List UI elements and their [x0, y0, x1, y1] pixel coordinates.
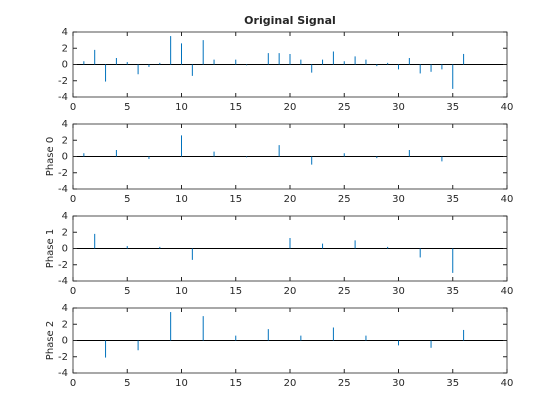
- x-tick-label: 40: [501, 286, 514, 297]
- x-tick-label: 0: [70, 194, 76, 205]
- y-tick-label: -2: [58, 260, 68, 271]
- x-tick-label: 30: [392, 286, 405, 297]
- x-tick-label: 10: [175, 102, 188, 113]
- x-tick-label: 35: [446, 194, 459, 205]
- x-tick-label: 0: [70, 378, 76, 389]
- y-tick-label: 4: [62, 211, 68, 222]
- y-tick-label: 0: [62, 60, 68, 71]
- y-tick-label: -4: [58, 184, 68, 195]
- y-tick-label: -4: [58, 92, 68, 103]
- x-tick-label: 15: [229, 102, 242, 113]
- x-tick-label: 35: [446, 378, 459, 389]
- x-tick-label: 15: [229, 194, 242, 205]
- x-tick-label: 35: [446, 102, 459, 113]
- y-tick-label: -2: [58, 168, 68, 179]
- x-tick-label: 10: [175, 194, 188, 205]
- x-tick-label: 40: [501, 378, 514, 389]
- x-tick-label: 25: [338, 286, 351, 297]
- y-tick-label: 4: [62, 119, 68, 130]
- y-tick-label: 2: [62, 135, 68, 146]
- x-tick-label: 25: [338, 102, 351, 113]
- x-tick-label: 30: [392, 194, 405, 205]
- x-tick-label: 5: [124, 194, 130, 205]
- y-tick-label: -2: [58, 76, 68, 87]
- y-tick-label: 2: [62, 227, 68, 238]
- chart-title: Original Signal: [244, 14, 336, 27]
- y-axis-label: Phase 0: [45, 137, 56, 176]
- x-tick-label: 5: [124, 102, 130, 113]
- axes-box: [72, 307, 508, 374]
- x-tick-label: 5: [124, 286, 130, 297]
- x-tick-label: 35: [446, 286, 459, 297]
- x-tick-label: 30: [392, 102, 405, 113]
- y-tick-label: -4: [58, 276, 68, 287]
- y-axis-label: Phase 2: [45, 321, 56, 360]
- x-tick-label: 40: [501, 194, 514, 205]
- y-tick-label: -2: [58, 352, 68, 363]
- y-tick-label: 0: [62, 244, 68, 255]
- y-tick-label: 2: [62, 319, 68, 330]
- x-tick-label: 5: [124, 378, 130, 389]
- x-tick-label: 20: [284, 286, 297, 297]
- x-tick-label: 10: [175, 286, 188, 297]
- x-tick-label: 30: [392, 378, 405, 389]
- x-tick-label: 25: [338, 378, 351, 389]
- y-tick-label: 2: [62, 43, 68, 54]
- x-tick-label: 15: [229, 286, 242, 297]
- x-tick-label: 40: [501, 102, 514, 113]
- x-tick-label: 20: [284, 378, 297, 389]
- x-tick-label: 20: [284, 194, 297, 205]
- x-tick-label: 10: [175, 378, 188, 389]
- y-tick-label: 0: [62, 152, 68, 163]
- axes-box: [72, 123, 508, 190]
- axes-box: [72, 215, 508, 282]
- y-tick-label: -4: [58, 368, 68, 379]
- y-tick-label: 0: [62, 336, 68, 347]
- x-tick-label: 0: [70, 102, 76, 113]
- y-axis-label: Phase 1: [45, 229, 56, 268]
- axes-box: [72, 31, 508, 98]
- x-tick-label: 0: [70, 286, 76, 297]
- x-tick-label: 20: [284, 102, 297, 113]
- x-tick-label: 15: [229, 378, 242, 389]
- y-tick-label: 4: [62, 303, 68, 314]
- y-tick-label: 4: [62, 27, 68, 38]
- x-tick-label: 25: [338, 194, 351, 205]
